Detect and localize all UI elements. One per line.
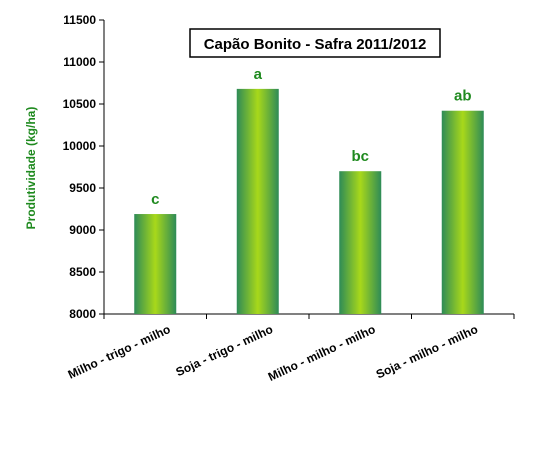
x-category-label: Soja - trigo - milho: [174, 322, 275, 379]
x-category-label: Milho - milho - milho: [266, 322, 378, 384]
bar: [236, 88, 279, 314]
bar-data-label: c: [151, 191, 159, 208]
bar: [339, 171, 382, 314]
bar-data-label: a: [254, 66, 263, 83]
y-tick-label: 10500: [63, 97, 97, 111]
x-category-label: Milho - trigo - milho: [66, 322, 173, 382]
x-category-label: Soja - milho - milho: [374, 322, 480, 381]
y-axis-title: Produtividade (kg/ha): [24, 107, 38, 230]
y-tick-label: 11500: [63, 13, 96, 27]
y-tick-label: 10000: [63, 139, 97, 153]
y-tick-label: 8000: [69, 307, 96, 321]
chart-title: Capão Bonito - Safra 2011/2012: [204, 36, 427, 53]
bar: [441, 110, 484, 314]
y-tick-label: 11000: [63, 55, 96, 69]
bar-data-label: bc: [351, 148, 369, 165]
bar: [134, 214, 177, 314]
chart-title-box: [189, 28, 441, 58]
y-tick-label: 9500: [69, 181, 96, 195]
y-tick-label: 8500: [69, 265, 96, 279]
bar-data-label: ab: [454, 88, 472, 105]
y-tick-label: 9000: [69, 223, 96, 237]
